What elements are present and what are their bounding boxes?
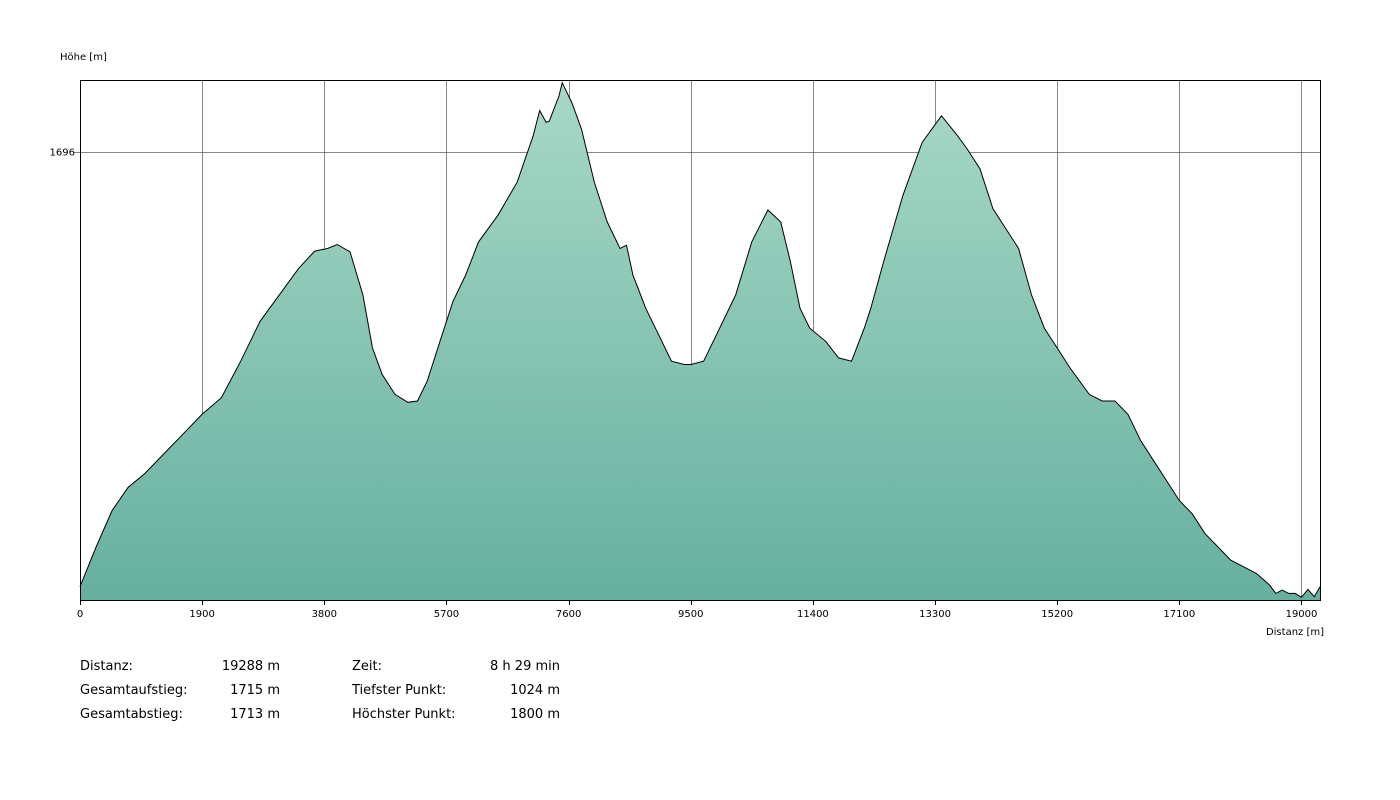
stats-left-panel: Distanz: 19288 m Gesamtaufstieg: 1715 m … <box>80 655 280 727</box>
x-tick-label: 7600 <box>556 609 581 620</box>
elevation-line <box>79 81 1321 598</box>
y-axis-label: Höhe [m] <box>60 52 107 63</box>
stat-value: 1800 m <box>510 707 560 722</box>
stat-total-ascent: Gesamtaufstieg: 1715 m <box>80 679 280 703</box>
x-tick-label: 0 <box>77 609 83 620</box>
x-tick-label: 11400 <box>797 609 829 620</box>
stat-distance: Distanz: 19288 m <box>80 655 280 679</box>
stat-label: Gesamtaufstieg: <box>80 683 188 698</box>
stats-right-panel: Zeit: 8 h 29 min Tiefster Punkt: 1024 m … <box>352 655 560 727</box>
stat-value: 1713 m <box>230 707 280 722</box>
x-tick-label: 17100 <box>1163 609 1195 620</box>
x-tick-label: 19000 <box>1286 609 1318 620</box>
stat-value: 19288 m <box>221 659 280 674</box>
stat-label: Höchster Punkt: <box>352 707 456 722</box>
stat-lowest-point: Tiefster Punkt: 1024 m <box>352 679 560 703</box>
stat-value: 1024 m <box>510 683 560 698</box>
y-tick-label: 1696 <box>50 148 75 159</box>
stat-label: Zeit: <box>352 659 382 674</box>
x-tick-label: 13300 <box>919 609 951 620</box>
stat-total-descent: Gesamtabstieg: 1713 m <box>80 703 280 727</box>
plot-frame <box>80 80 1321 601</box>
stat-label: Tiefster Punkt: <box>352 683 447 698</box>
x-tick-label: 9500 <box>678 609 703 620</box>
x-tick-label: 1900 <box>189 609 214 620</box>
stat-value: 8 h 29 min <box>490 659 560 674</box>
y-tick-labels: 1696 <box>50 148 75 159</box>
stat-time: Zeit: 8 h 29 min <box>352 655 560 679</box>
x-tick-label: 3800 <box>312 609 337 620</box>
stat-highest-point: Höchster Punkt: 1800 m <box>352 703 560 727</box>
elevation-area <box>80 82 1320 600</box>
elevation-chart: 0 1900 3800 5700 7600 9500 11400 13300 15200 1710… <box>50 52 1325 638</box>
stat-value: 1715 m <box>230 683 280 698</box>
x-tick-label: 5700 <box>434 609 459 620</box>
x-tick-labels: 0 1900 3800 5700 7600 9500 11400 13300 15200 1710… <box>77 600 1318 620</box>
stat-label: Distanz: <box>80 659 133 674</box>
x-axis-label: Distanz [m] <box>1266 627 1324 638</box>
x-tick-label: 15200 <box>1041 609 1073 620</box>
stat-label: Gesamtabstieg: <box>80 707 183 722</box>
